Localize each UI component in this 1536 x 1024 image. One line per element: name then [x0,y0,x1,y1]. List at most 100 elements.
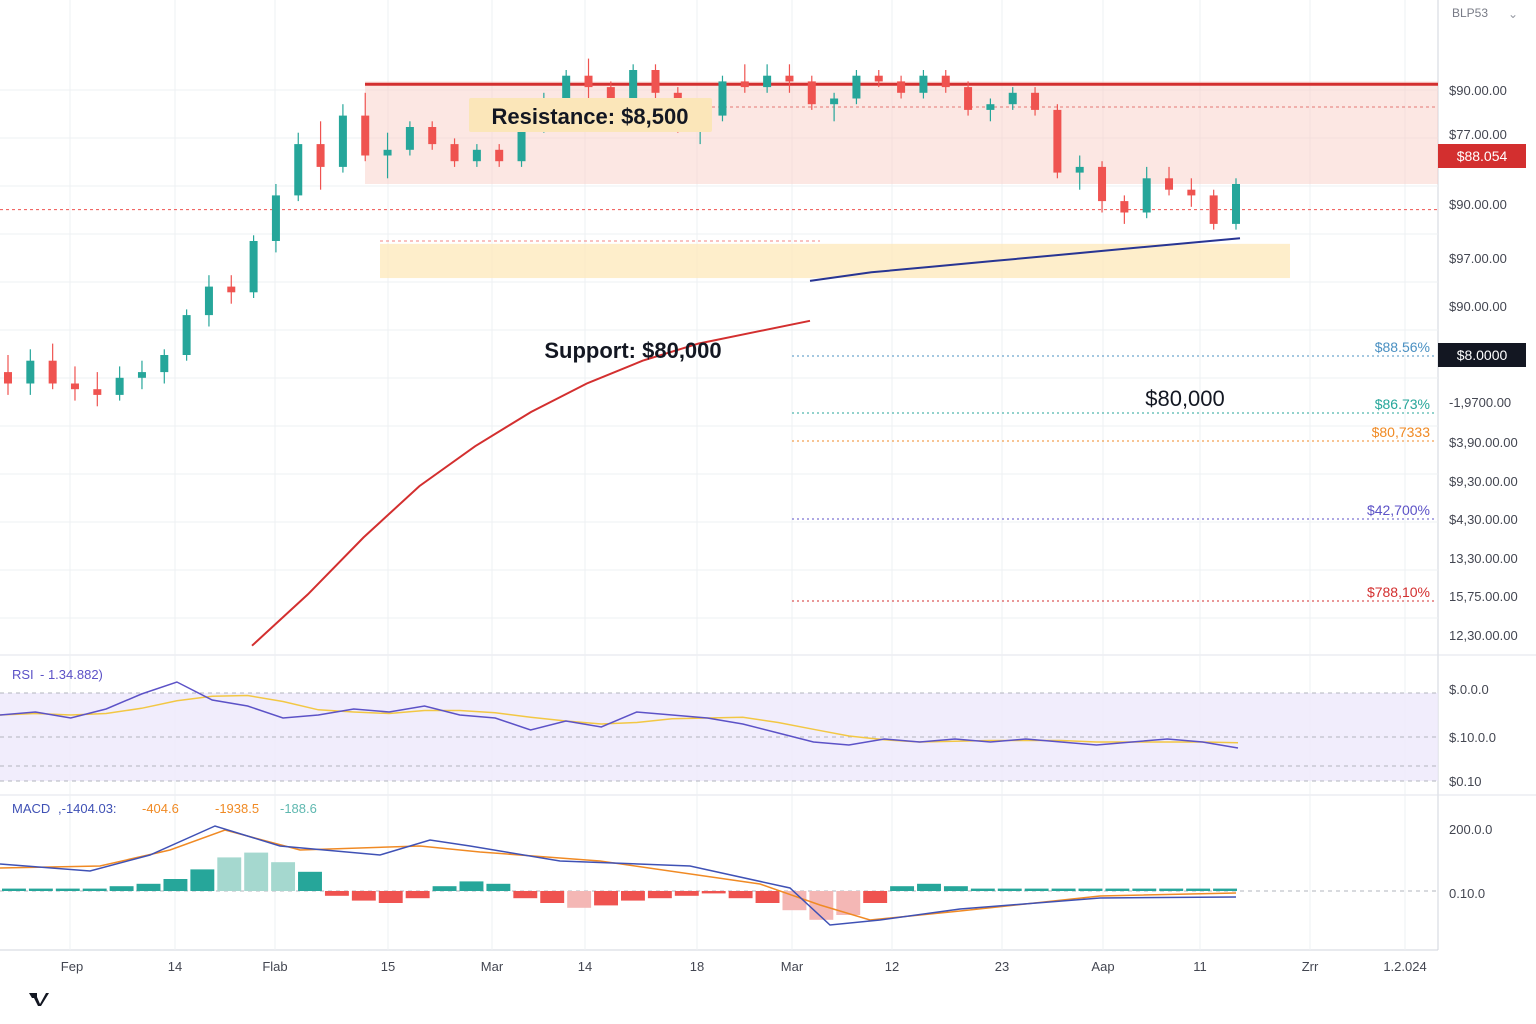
candle-body [1187,189,1196,196]
time-axis-tick: Mar [781,959,804,974]
candle-body [763,75,772,88]
candle-body [316,144,325,167]
candle-body [919,75,928,93]
macd-histogram-bar [594,891,618,906]
macd-axis-tick: 200.0.0 [1449,822,1492,837]
candle-body [964,87,973,110]
rsi-label: RSI [12,667,34,682]
candle-body [405,127,414,150]
candle-body [1165,178,1174,190]
tradingview-logo-icon[interactable] [28,990,50,1008]
macd-histogram-bar [351,891,376,901]
candle-body [629,70,638,99]
fib-level-label: $788,10% [1367,584,1430,600]
time-axis-tick: 12 [885,959,899,974]
macd-histogram-bar [55,888,80,891]
macd-axis-tick: 0.10.0 [1449,886,1485,901]
macd-value: -188.6 [280,801,317,816]
price-axis[interactable]: $90.00.00 $77.00.00 $90.00.00 $97.00.00 $90.… [1438,83,1526,643]
macd-histogram-bar [728,891,753,899]
fib-level-label: $88.56% [1375,339,1430,355]
price-axis-tick: $4,30.00.00 [1449,512,1518,527]
fib-level-label: $42,700% [1367,502,1430,518]
current-price-badge [1438,343,1526,367]
candle-body [450,144,459,162]
macd-histogram-bar [2,888,26,891]
macd-histogram-bar [755,891,780,903]
candle-body [986,104,995,110]
candle-body [562,75,571,110]
price-axis-tick: $3,90.00.00 [1449,435,1518,450]
macd-histogram-bar [701,891,726,894]
time-axis-tick: 1.2.024 [1383,959,1426,974]
candle-body [941,75,950,88]
macd-histogram-bar [1132,888,1157,891]
support-zone [380,243,1290,279]
macd-histogram-bar [674,891,699,896]
time-axis[interactable]: Fep 14 Flab 15 Mar 14 18 Mar 12 23 Aap 11 Zrr 1.2.024 [61,959,1427,974]
candle-body [807,81,816,105]
macd-histogram-bar [109,886,134,891]
macd-histogram-bar [513,891,538,899]
time-axis-tick: Flab [262,959,287,974]
macd-histogram-bar [82,888,107,891]
macd-signal-line [0,829,1237,921]
price-axis-tick: $97.00.00 [1449,251,1507,266]
macd-histogram-bar [997,888,1022,891]
candle-body [1031,92,1040,110]
symbol-label[interactable]: BLP53 [1452,6,1488,20]
rsi-axis-tick: $.10.0.0 [1449,730,1496,745]
macd-histogram-bar [1159,888,1184,891]
price-axis-tick: $90.00.00 [1449,299,1507,314]
candle-body [26,360,35,384]
macd-histogram-bar [298,871,322,891]
time-axis-tick: Zrr [1302,959,1319,974]
current-price-badge-text: $8.0000 [1457,347,1508,363]
macd-histogram-bar [163,879,188,891]
candle-body [1209,195,1218,224]
macd-histogram-bar [405,891,430,899]
candle-body [606,87,615,99]
candle-body [1142,178,1151,213]
candle-body [182,315,191,355]
chevron-down-icon[interactable]: ⌄ [1508,7,1518,21]
moving-averages [251,237,1241,647]
price-axis-tick: 12,30.00.00 [1449,628,1518,643]
candle-body [271,195,280,241]
time-axis-tick: 14 [578,959,592,974]
candle-body [1098,166,1107,202]
candle-body [1075,166,1084,173]
candle-body [584,75,593,88]
support-label: Support: $80,000 [544,338,721,363]
macd-histogram-bar [782,891,807,911]
price-axis-tick: 13,30.00.00 [1449,551,1518,566]
time-axis-tick: Mar [481,959,504,974]
macd-panel: MACD ,-1404.03: -404.6 -1938.5 -188.6 200.0.… [0,801,1492,926]
rsi-value: - 1.34.882) [40,667,103,682]
candle-body [361,115,370,156]
candle-body [651,70,660,93]
candle-body [227,286,236,293]
macd-histogram-bar [540,891,565,903]
candle-body [495,149,504,162]
macd-line [0,825,1237,926]
moving-average-red-line [251,319,811,647]
price-axis-tick: -1,9700.00 [1449,395,1511,410]
rsi-panel: RSI - 1.34.882) $.0.0.0 $.10.0.0 $0.10 [0,667,1496,789]
candle-body [830,98,839,105]
macd-label: MACD [12,801,50,816]
macd-histogram-bar [647,891,672,899]
macd-histogram-bar [836,891,861,915]
candle-body [70,383,79,390]
rsi-band [0,693,1438,781]
candle-body [4,372,12,384]
candle-body [874,75,883,82]
macd-value: ,-1404.03: [58,801,117,816]
time-axis-tick: 23 [995,959,1009,974]
rsi-axis-tick: $0.10 [1449,774,1482,789]
macd-histogram-bar [890,886,915,891]
time-axis-tick: 18 [690,959,704,974]
macd-histogram-bar [244,852,269,891]
candle-body [1053,109,1062,173]
